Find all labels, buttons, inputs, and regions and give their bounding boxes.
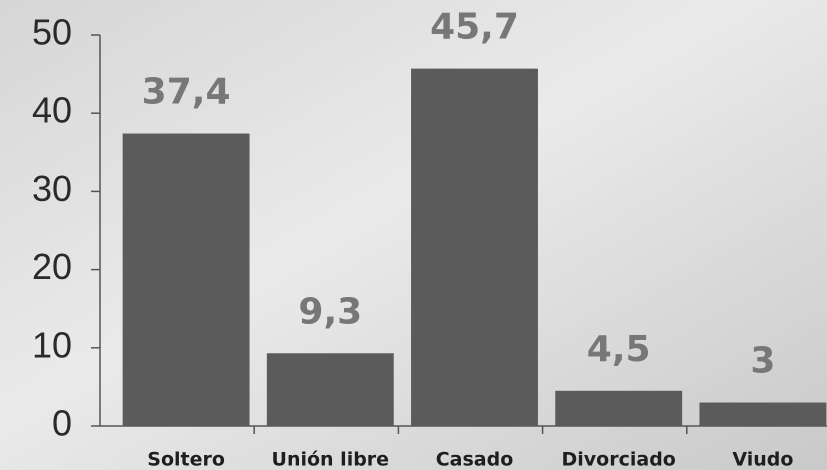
- bar: [266, 353, 394, 426]
- bar: [411, 68, 538, 426]
- y-tick-label: 30: [32, 168, 72, 209]
- y-tick-label: 10: [32, 324, 72, 365]
- y-tick-label: 20: [32, 246, 72, 287]
- value-label: 3: [750, 341, 775, 382]
- y-tick-label: 50: [32, 12, 72, 53]
- x-tick-label: Unión libre: [272, 449, 390, 470]
- value-label: 37,4: [142, 72, 231, 113]
- value-label: 9,3: [298, 291, 362, 332]
- value-label: 45,7: [430, 7, 519, 48]
- x-tick-label: Viudo: [732, 449, 793, 470]
- x-tick-label: Divorciado: [562, 449, 676, 470]
- bar: [122, 133, 250, 427]
- y-tick-label: 40: [32, 90, 72, 131]
- x-tick-label: Casado: [436, 449, 514, 470]
- bar: [699, 402, 827, 426]
- value-label: 4,5: [587, 329, 651, 370]
- bar: [555, 390, 683, 426]
- y-tick-label: 0: [52, 403, 72, 444]
- x-tick-label: Soltero: [147, 449, 225, 470]
